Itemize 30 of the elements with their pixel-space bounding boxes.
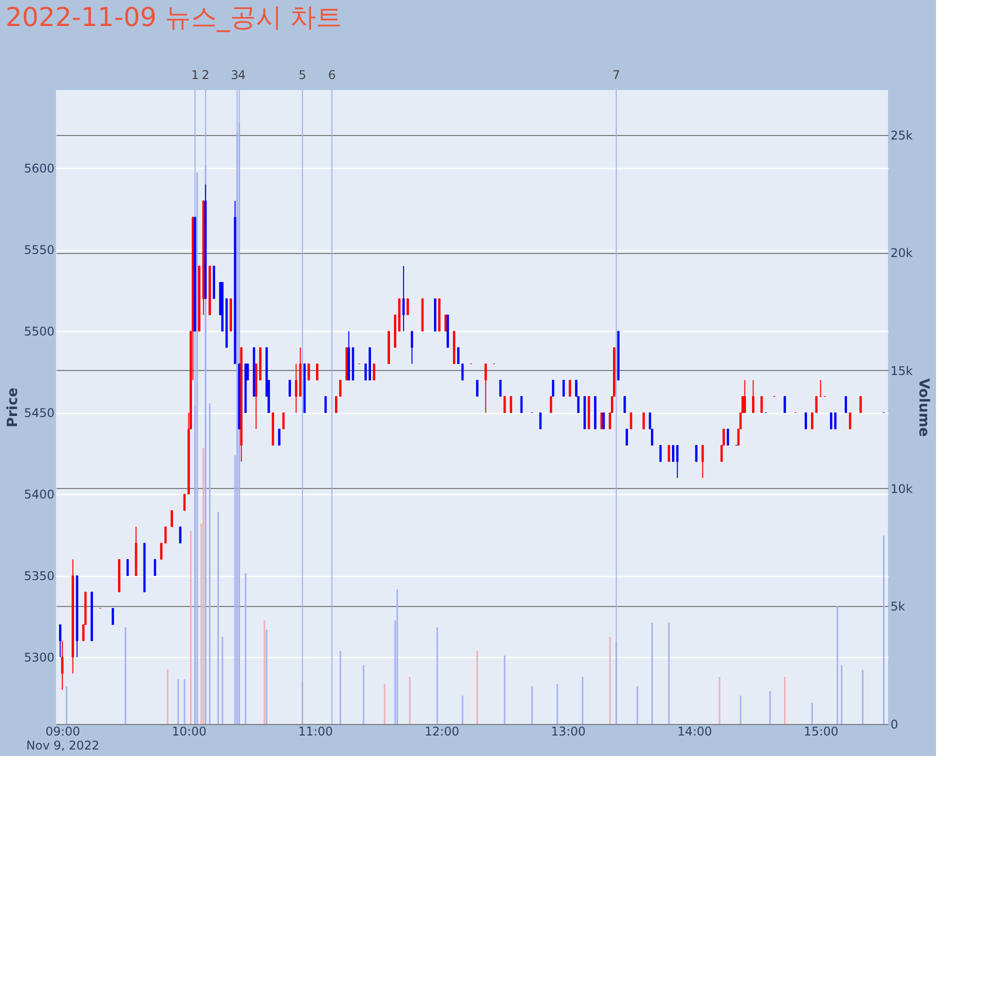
y2-tick-label: 25k xyxy=(890,128,913,142)
y-axis-title: Price xyxy=(4,388,21,428)
y2-axis-title: Volume xyxy=(916,378,932,437)
text: 2 xyxy=(202,68,210,82)
x-tick-label: 14:00 xyxy=(677,724,712,738)
y-tick-label: 5550 xyxy=(24,243,54,258)
y2-tick-label: 0 xyxy=(890,718,898,732)
text: 5 xyxy=(298,68,306,82)
y-tick-label: 5300 xyxy=(24,650,54,665)
y-tick-label: 5350 xyxy=(24,569,54,584)
x-tick-label: 12:00 xyxy=(424,724,460,738)
y-tick-label: 5400 xyxy=(24,488,54,502)
y-tick-label: 5600 xyxy=(24,162,54,176)
text: 6 xyxy=(328,68,336,82)
y2-tick-label: 5k xyxy=(890,600,906,614)
y2-tick-label: 10k xyxy=(890,482,913,496)
text: 4 xyxy=(238,68,246,82)
x-tick-label: 09:00 Nov 9, 2022 xyxy=(26,724,100,752)
chart-title: 2022-11-09 뉴스_공시 차트 xyxy=(5,3,342,33)
x-tick-label: 10:00 xyxy=(172,724,206,738)
x-tick-label: 15:00 xyxy=(804,724,838,738)
x-tick-label: 13:00 xyxy=(551,724,586,738)
y-tick-label: 5500 xyxy=(24,324,54,339)
x-tick-label: 11:00 xyxy=(298,724,333,738)
text: 3 xyxy=(230,68,238,82)
text: 7 xyxy=(612,68,620,82)
text: 1 xyxy=(191,68,199,82)
y2-tick-label: 20k xyxy=(890,246,913,260)
y2-tick-label: 15k xyxy=(890,364,913,378)
y-tick-label: 5450 xyxy=(24,406,54,420)
